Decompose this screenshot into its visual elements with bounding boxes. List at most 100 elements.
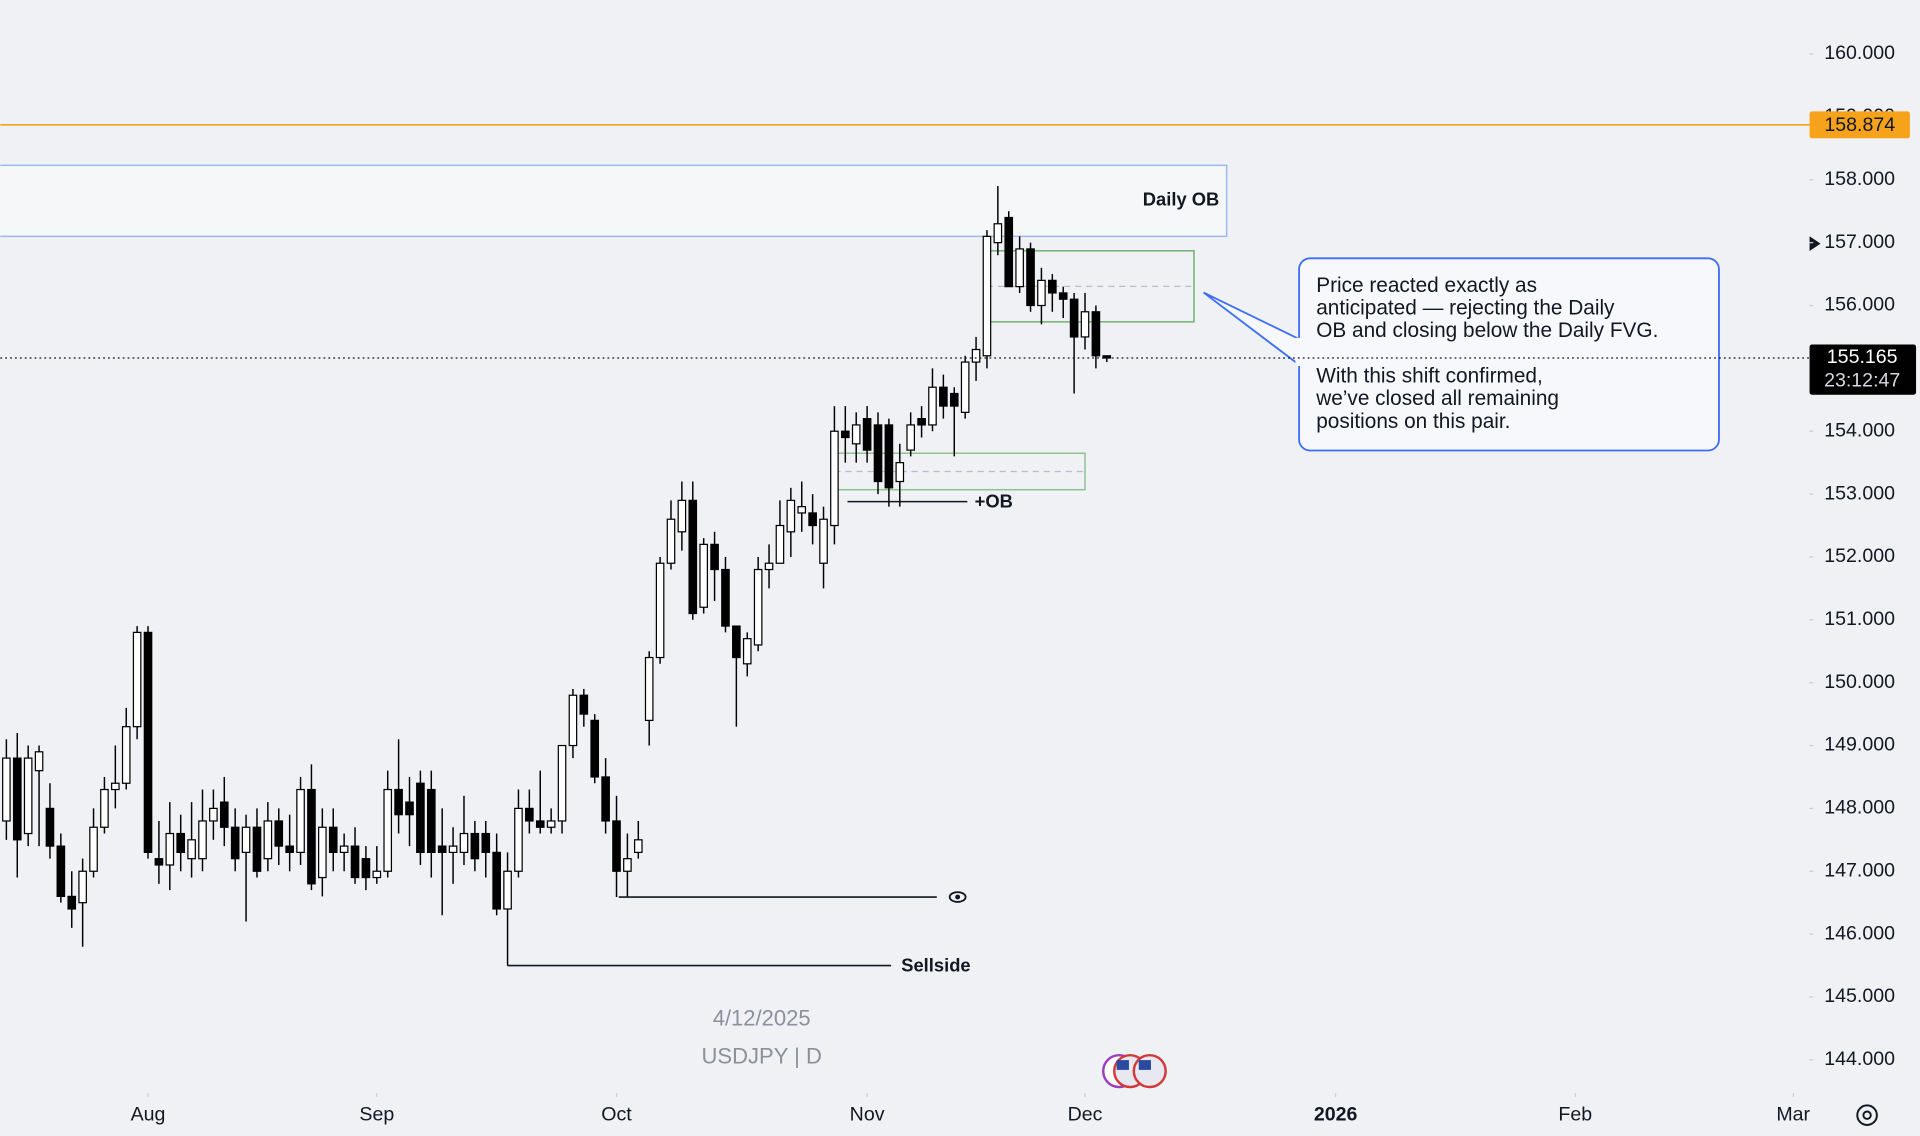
y-tick-label: 152.000 bbox=[1824, 545, 1895, 567]
candle-body bbox=[840, 430, 850, 439]
flag-icon bbox=[1132, 1053, 1167, 1089]
candle-body bbox=[677, 499, 687, 533]
candle-body bbox=[971, 348, 981, 363]
candle-body bbox=[633, 839, 643, 854]
candle-body bbox=[426, 788, 436, 854]
candle-body bbox=[612, 820, 621, 872]
candle-body bbox=[732, 625, 741, 659]
countdown-label: 23:12:47 bbox=[1824, 369, 1900, 391]
candle-body bbox=[492, 851, 501, 910]
settings-ring[interactable] bbox=[1856, 1104, 1878, 1126]
zone bbox=[0, 164, 1228, 238]
candle-body bbox=[78, 870, 87, 904]
x-tick-label: Dec bbox=[1068, 1103, 1103, 1125]
candle-body bbox=[666, 518, 676, 564]
candle-body bbox=[1058, 292, 1068, 300]
x-tick-label: Aug bbox=[131, 1103, 166, 1125]
candle-body bbox=[307, 788, 316, 885]
candle-body bbox=[285, 845, 294, 854]
candle-body bbox=[1091, 311, 1101, 357]
zone-label: Daily OB bbox=[1143, 189, 1220, 210]
candle-body bbox=[623, 858, 632, 872]
candle-body bbox=[1026, 248, 1035, 307]
callout-text: anticipated — rejecting the Daily bbox=[1316, 297, 1615, 320]
price-line-label: 158.874 bbox=[1824, 114, 1895, 136]
candle-body bbox=[808, 512, 817, 527]
x-tick-label: Mar bbox=[1776, 1103, 1810, 1125]
y-tick-label: 156.000 bbox=[1824, 294, 1895, 316]
candle-body bbox=[111, 782, 120, 791]
candle-body bbox=[437, 845, 447, 854]
settings-icon[interactable] bbox=[1856, 1104, 1878, 1126]
candle-body bbox=[1004, 216, 1014, 288]
candle-body bbox=[1080, 311, 1090, 338]
candle-body bbox=[797, 506, 807, 514]
symbol-watermark: USDJPY | D bbox=[702, 1043, 822, 1068]
y-tick-label: 150.000 bbox=[1824, 671, 1895, 693]
flag-canton bbox=[1138, 1060, 1151, 1070]
level-label: Sellside bbox=[901, 955, 970, 976]
candle-body bbox=[252, 826, 262, 872]
candle-body bbox=[710, 543, 719, 571]
eye-icon bbox=[948, 891, 967, 903]
candle-body bbox=[100, 788, 109, 828]
y-tick-label: 149.000 bbox=[1824, 734, 1895, 756]
y-tick-label: 160.000 bbox=[1824, 42, 1895, 64]
candle-body bbox=[45, 807, 55, 847]
callout-pointer bbox=[1203, 291, 1300, 366]
candle-body bbox=[219, 801, 229, 828]
candle-body bbox=[154, 858, 164, 866]
candle-body bbox=[514, 807, 523, 872]
candle-body bbox=[851, 424, 861, 445]
candle-body bbox=[372, 870, 382, 879]
candle-body bbox=[830, 430, 839, 527]
y-tick-label: 148.000 bbox=[1824, 797, 1895, 819]
candle-body bbox=[165, 832, 175, 866]
candle-body bbox=[775, 524, 785, 564]
y-tick-label: 144.000 bbox=[1824, 1048, 1895, 1070]
candle-body bbox=[23, 757, 33, 835]
candle-body bbox=[318, 826, 327, 879]
candle-body bbox=[906, 424, 916, 451]
callout-joint bbox=[1295, 337, 1303, 367]
candle-body bbox=[56, 845, 66, 898]
candle-body bbox=[121, 726, 131, 784]
candle-body bbox=[263, 820, 273, 860]
settings-core[interactable] bbox=[1862, 1110, 1872, 1120]
last-price-label: 155.165 bbox=[1827, 346, 1898, 368]
candle-body bbox=[753, 568, 763, 646]
candle-body bbox=[296, 788, 305, 854]
candle-body bbox=[1015, 248, 1024, 288]
candle-body bbox=[644, 656, 654, 722]
x-tick-label: Oct bbox=[601, 1103, 632, 1125]
candle-body bbox=[176, 832, 186, 854]
y-tick-label: 145.000 bbox=[1824, 985, 1895, 1007]
flag-canton bbox=[1116, 1060, 1129, 1070]
candle-body bbox=[884, 424, 894, 489]
candle-body bbox=[361, 858, 371, 879]
y-tick-label: 158.000 bbox=[1824, 168, 1895, 190]
candle-body bbox=[895, 462, 905, 483]
candle-body bbox=[982, 235, 992, 357]
date-watermark: 4/12/2025 bbox=[713, 1006, 811, 1031]
y-tick-label: 151.000 bbox=[1824, 608, 1895, 630]
candle-body bbox=[579, 694, 589, 715]
candle-body bbox=[993, 223, 1003, 244]
candle-body bbox=[939, 386, 948, 407]
candle-body bbox=[819, 518, 828, 564]
candle-body bbox=[503, 870, 512, 910]
callout-text: Price reacted exactly as bbox=[1316, 274, 1537, 297]
candle-body bbox=[383, 788, 393, 872]
last-price-label-bg bbox=[1809, 344, 1917, 395]
candle-body bbox=[132, 631, 142, 728]
candle-body bbox=[1037, 279, 1046, 307]
candle-body bbox=[470, 832, 480, 860]
candle-body bbox=[89, 826, 98, 872]
candle-body bbox=[448, 845, 458, 854]
candle-body bbox=[459, 832, 469, 854]
x-tick-label: 2026 bbox=[1314, 1103, 1358, 1125]
candle-body bbox=[2, 757, 11, 822]
